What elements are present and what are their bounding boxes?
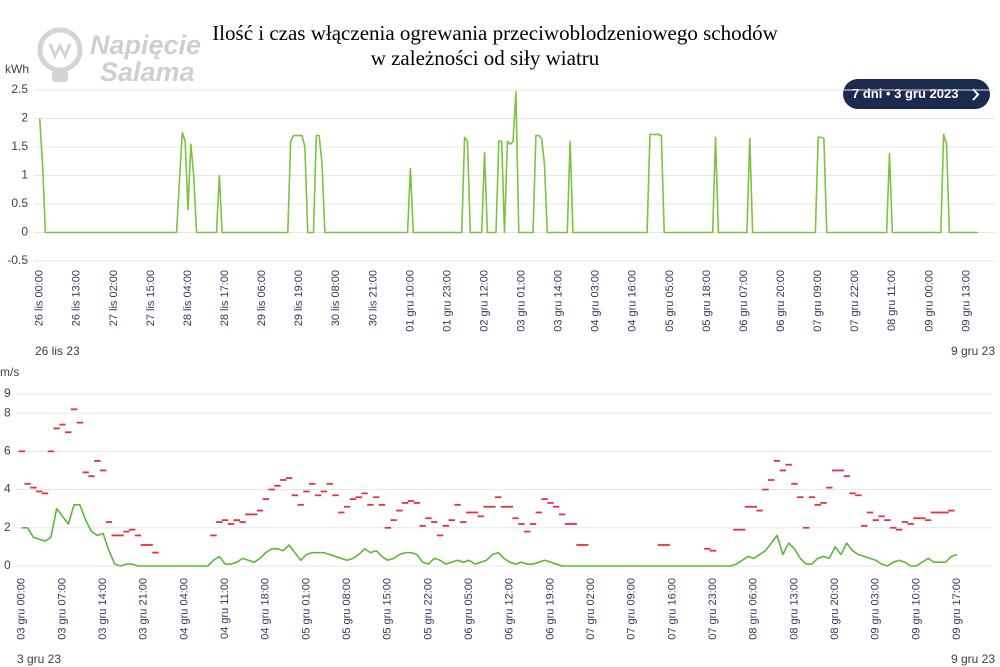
range-start-label: 26 lis 23 <box>35 344 80 358</box>
y-tick-label: 2.5 <box>11 82 28 96</box>
x-tick-label: 03 gru 01:00 <box>516 270 528 332</box>
x-tick-label: 27 lis 02:00 <box>108 270 120 326</box>
x-tick-label: 06 gru 20:00 <box>775 270 787 332</box>
x-tick-label: 07 gru 02:00 <box>585 578 597 640</box>
y-tick-label: 9 <box>4 386 11 400</box>
x-tick-label: 28 lis 17:00 <box>219 270 231 326</box>
x-tick-label: 09 gru 03:00 <box>870 578 882 640</box>
x-tick-label: 30 lis 08:00 <box>330 270 342 326</box>
y-tick-label: 0 <box>21 225 28 239</box>
x-tick-label: 06 gru 05:00 <box>463 578 475 640</box>
x-tick-label: 26 lis 00:00 <box>34 270 46 326</box>
x-tick-label: 08 gru 06:00 <box>748 578 760 640</box>
logo-text: Napięcie <box>90 30 201 60</box>
x-tick-label: 03 gru 00:00 <box>16 578 28 640</box>
series-line <box>38 90 978 234</box>
x-tick-label: 29 lis 19:00 <box>293 270 305 326</box>
x-tick-label: 02 gru 12:00 <box>478 270 490 332</box>
y-tick-label: 1.5 <box>11 139 28 153</box>
x-tick-label: 09 gru 00:00 <box>923 270 935 332</box>
x-tick-label: 29 lis 06:00 <box>256 270 268 326</box>
range-start-label: 3 gru 23 <box>17 652 61 666</box>
y-tick-label: 4 <box>4 482 11 496</box>
x-tick-label: 05 gru 05:00 <box>664 270 676 332</box>
x-tick-label: 09 gru 13:00 <box>960 270 972 332</box>
logo: Napięcie Salama <box>37 27 201 87</box>
x-tick-label: 05 gru 18:00 <box>701 270 713 332</box>
range-end-label: 9 gru 23 <box>951 652 995 666</box>
x-tick-label: 04 gru 18:00 <box>260 578 272 640</box>
logo-bulb <box>37 27 83 73</box>
x-tick-label: 05 gru 08:00 <box>341 578 353 640</box>
y-tick-label: 2 <box>21 111 28 125</box>
chart-title: w zależności od siły wiatru <box>371 46 600 70</box>
range-button-label[interactable]: 7 dni • 3 gru 2023 <box>852 86 958 101</box>
x-tick-label: 04 gru 11:00 <box>219 578 231 639</box>
x-tick-label: 08 gru 20:00 <box>829 578 841 640</box>
y-tick-label: 1 <box>21 168 28 182</box>
x-tick-label: 03 gru 14:00 <box>553 270 565 332</box>
range-button[interactable]: 7 dni • 3 gru 2023 <box>843 79 990 109</box>
x-tick-label: 08 gru 11:00 <box>886 270 898 331</box>
x-tick-label: 06 gru 07:00 <box>738 270 750 332</box>
range-button-bg[interactable] <box>843 79 990 109</box>
x-tick-label: 05 gru 15:00 <box>382 578 394 640</box>
logo-bulb-base <box>52 70 68 82</box>
range-button-chevron[interactable] <box>972 88 980 101</box>
y-tick-label: 0 <box>4 558 11 572</box>
x-tick-label: 03 gru 07:00 <box>56 578 68 640</box>
y-tick-label: 0.5 <box>11 196 28 210</box>
x-tick-label: 09 gru 17:00 <box>951 578 963 640</box>
x-tick-label: 27 lis 15:00 <box>145 270 157 326</box>
x-tick-label: 07 gru 16:00 <box>666 578 678 640</box>
x-tick-label: 26 lis 13:00 <box>71 270 83 326</box>
x-tick-label: 01 gru 10:00 <box>404 270 416 332</box>
x-tick-label: 06 gru 12:00 <box>504 578 516 640</box>
x-tick-label: 07 gru 09:00 <box>812 270 824 332</box>
y-tick-label: -0.5 <box>7 253 28 267</box>
x-tick-label: 03 gru 21:00 <box>138 578 150 640</box>
logo-mark <box>48 42 72 60</box>
series-line <box>21 504 958 567</box>
x-tick-label: 04 gru 04:00 <box>178 578 190 640</box>
x-tick-label: 07 gru 09:00 <box>626 578 638 640</box>
x-tick-label: 04 gru 03:00 <box>590 270 602 332</box>
x-tick-label: 28 lis 04:00 <box>182 270 194 326</box>
chart-title: Ilość i czas włączenia ogrewania przeciw… <box>212 21 778 45</box>
y-tick-label: 2 <box>4 520 11 534</box>
range-end-label: 9 gru 23 <box>951 344 995 358</box>
x-tick-label: 07 gru 23:00 <box>707 578 719 640</box>
x-tick-label: 04 gru 16:00 <box>627 270 639 332</box>
logo-text: Salama <box>100 57 195 87</box>
y-axis-unit: kWh <box>5 62 29 76</box>
x-tick-label: 07 gru 22:00 <box>849 270 861 332</box>
x-tick-label: 01 gru 23:00 <box>441 270 453 332</box>
x-tick-label: 30 lis 21:00 <box>367 270 379 326</box>
x-tick-label: 06 gru 19:00 <box>544 578 556 640</box>
x-tick-label: 05 gru 01:00 <box>300 578 312 640</box>
x-tick-label: 09 gru 10:00 <box>910 578 922 640</box>
y-tick-label: 8 <box>4 405 11 419</box>
x-tick-label: 05 gru 22:00 <box>422 578 434 640</box>
x-tick-label: 03 gru 14:00 <box>97 578 109 640</box>
y-tick-label: 6 <box>4 444 11 458</box>
y-axis-unit: m/s <box>0 365 19 379</box>
x-tick-label: 08 gru 13:00 <box>788 578 800 640</box>
